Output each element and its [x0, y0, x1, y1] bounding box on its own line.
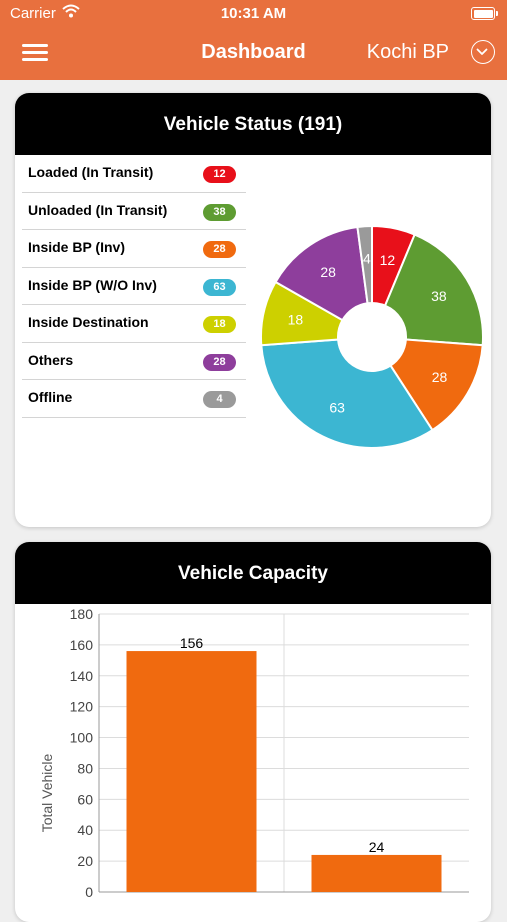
status-label: Others: [28, 351, 74, 368]
status-label: Inside BP (W/O Inv): [28, 276, 157, 293]
status-label: Offline: [28, 389, 73, 405]
status-count-badge: 38: [203, 203, 236, 221]
y-tick-label: 80: [77, 760, 93, 776]
y-tick-label: 0: [85, 884, 93, 900]
pie-slice-label: 28: [432, 369, 448, 385]
vehicle-capacity-title: Vehicle Capacity: [15, 542, 491, 604]
bar[interactable]: [311, 854, 442, 892]
y-axis-label: Total Vehicle: [39, 753, 55, 832]
status-label: Inside Destination: [28, 314, 149, 330]
clock: 10:31 AM: [220, 5, 287, 22]
y-tick-label: 60: [77, 791, 93, 807]
battery-icon: [471, 7, 498, 20]
status-bar: Carrier 10:31 AM: [0, 0, 507, 28]
status-label: Inside BP (Inv): [28, 239, 125, 255]
carrier-label: Carrier: [10, 5, 56, 22]
vehicle-status-title: Vehicle Status (191): [15, 93, 491, 155]
y-tick-label: 160: [70, 637, 94, 653]
status-count-badge: 28: [203, 241, 236, 258]
pie-slice[interactable]: [389, 338, 484, 432]
status-row[interactable]: Inside BP (W/O Inv) 63: [22, 268, 246, 305]
vehicle-capacity-bar-chart: 0 20 40 60 80 100 120 140 160 180 156 24 Total Vehic…: [39, 606, 469, 900]
y-tick-label: 100: [70, 730, 94, 746]
nav-bar: Dashboard Kochi BP: [0, 28, 507, 80]
status-list: Loaded (In Transit) 12 Unloaded (In Transi…: [22, 155, 246, 418]
bar[interactable]: [126, 651, 257, 892]
pie-slice[interactable]: [260, 338, 434, 449]
pie-slice[interactable]: [356, 224, 373, 305]
status-row[interactable]: Inside Destination 18: [22, 305, 246, 343]
pie-slice-label: 28: [320, 264, 336, 280]
page-title: Dashboard: [201, 41, 306, 63]
y-tick-label: 40: [77, 822, 93, 838]
status-row[interactable]: Inside BP (Inv) 28: [22, 230, 246, 268]
status-count-badge: 28: [203, 353, 236, 371]
y-tick-label: 140: [70, 668, 94, 684]
status-row[interactable]: Unloaded (In Transit) 38: [22, 193, 246, 230]
status-count-badge: 4: [203, 391, 236, 408]
wifi-icon: [62, 4, 80, 22]
status-count-badge: 63: [203, 278, 236, 296]
status-label: Unloaded (In Transit): [28, 201, 168, 218]
chevron-down-icon[interactable]: [471, 40, 495, 64]
pie-slice-label: 18: [288, 312, 304, 328]
location-selector[interactable]: Kochi BP: [366, 41, 449, 63]
status-count-badge: 12: [203, 166, 236, 183]
pie-slice-label: 38: [431, 288, 447, 304]
y-tick-label: 180: [70, 606, 94, 622]
status-row[interactable]: Loaded (In Transit) 12: [22, 155, 246, 193]
bar-value-label: 156: [180, 635, 204, 651]
hamburger-menu-icon[interactable]: [22, 42, 48, 64]
pie-slice[interactable]: [274, 225, 369, 322]
vehicle-status-pie-chart: 12 38 28 63 18 28 4: [260, 224, 484, 449]
pie-slice-label: 12: [380, 252, 396, 268]
status-label: Loaded (In Transit): [28, 164, 154, 180]
y-tick-label: 120: [70, 699, 94, 715]
pie-slice[interactable]: [383, 233, 484, 347]
pie-slice-label: 63: [329, 399, 345, 415]
status-count-badge: 18: [203, 316, 236, 333]
vehicle-status-card: Vehicle Status (191) Loaded (In Transit)…: [15, 93, 491, 527]
vehicle-capacity-card: Vehicle Capacity 0 20 40 60 80 100 120 140 160 18…: [15, 542, 491, 922]
y-tick-label: 20: [77, 853, 93, 869]
status-row[interactable]: Others 28: [22, 343, 246, 380]
bar-value-label: 24: [369, 839, 385, 855]
status-row[interactable]: Offline 4: [22, 380, 246, 418]
pie-slice-label: 4: [363, 251, 371, 267]
